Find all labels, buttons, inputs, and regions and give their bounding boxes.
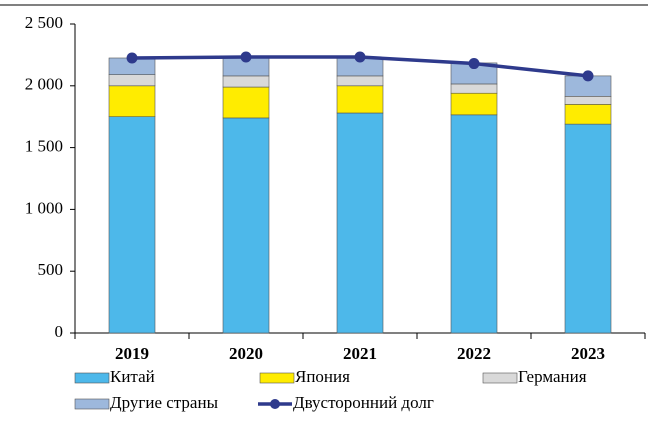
bar-segment xyxy=(222,75,270,88)
bar-segment xyxy=(450,114,498,334)
line-point xyxy=(582,70,594,82)
y-tick-label: 2 000 xyxy=(25,75,63,94)
legend-marker xyxy=(270,399,280,409)
legend-label: Другие страны xyxy=(110,393,219,412)
bar-segment xyxy=(450,83,498,94)
bar-segment xyxy=(108,116,156,334)
bar-segment xyxy=(336,85,384,114)
bar-segment xyxy=(564,104,612,125)
x-tick-label: 2023 xyxy=(571,344,605,363)
bar-segment xyxy=(108,85,156,118)
y-tick-label: 500 xyxy=(38,260,64,279)
bar-segment xyxy=(108,74,156,87)
line-point xyxy=(126,52,138,64)
line-point xyxy=(468,58,480,70)
legend-swatch xyxy=(74,372,110,384)
x-tick-label: 2019 xyxy=(115,344,149,363)
x-tick-label: 2021 xyxy=(343,344,377,363)
legend-label: Япония xyxy=(295,367,350,386)
legend-swatch xyxy=(259,372,295,384)
bar-segment xyxy=(564,96,612,105)
bar-segment xyxy=(450,92,498,116)
bar-segment xyxy=(336,112,384,334)
bar-segment xyxy=(222,86,270,119)
legend-label: Германия xyxy=(518,367,587,386)
legend-swatch xyxy=(74,398,110,410)
legend-label: Двусторонний долг xyxy=(293,393,434,412)
x-tick-label: 2020 xyxy=(229,344,263,363)
legend-swatch xyxy=(482,372,518,384)
legend-label: Китай xyxy=(110,367,155,386)
line-point xyxy=(240,51,252,63)
bar-segment xyxy=(336,75,384,87)
y-tick-label: 1 500 xyxy=(25,137,63,156)
bar-segment xyxy=(222,117,270,334)
x-tick-label: 2022 xyxy=(457,344,491,363)
y-tick-label: 2 500 xyxy=(25,13,63,32)
line-point xyxy=(354,51,366,63)
y-tick-label: 0 xyxy=(55,322,64,341)
bar-segment xyxy=(564,123,612,334)
y-tick-label: 1 000 xyxy=(25,198,63,217)
